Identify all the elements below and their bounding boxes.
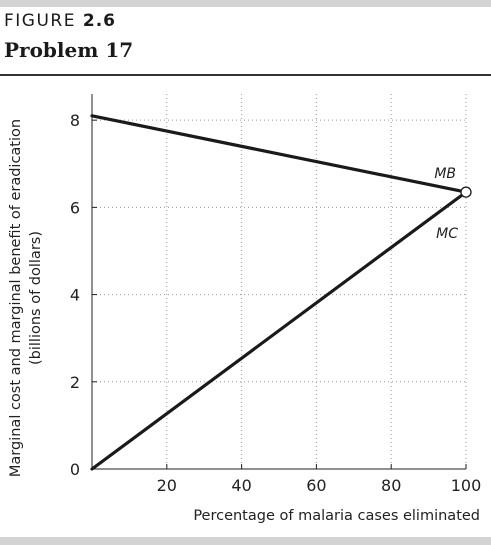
- series-labels: MB MC: [434, 166, 458, 242]
- figure-number: 2.6: [82, 11, 116, 31]
- x-tick-label-40: 40: [231, 476, 251, 495]
- series-lines: [90, 114, 472, 471]
- intersection-marker: [460, 186, 472, 198]
- figure-label-word: FIGURE: [4, 11, 76, 31]
- y-tick-label-4: 4: [70, 286, 80, 305]
- series-label-mc: MC: [436, 226, 458, 242]
- x-tick-label-80: 80: [381, 476, 401, 495]
- x-tick-label-20: 20: [157, 476, 177, 495]
- y-axis-label-line1: Marginal cost and marginal benefit of er…: [8, 119, 24, 477]
- x-axis-label: Percentage of malaria cases eliminated: [193, 508, 480, 524]
- figure-title: Problem 17: [4, 38, 134, 62]
- y-tick-label-2: 2: [70, 373, 80, 392]
- header-rule: [0, 74, 491, 76]
- x-tick-labels: 20 40 60 80 100: [157, 464, 482, 495]
- y-tick-label-0: 0: [70, 460, 80, 479]
- bottom-border-bar: [0, 537, 491, 545]
- series-line-mb: [90, 114, 468, 194]
- x-tick-label-100: 100: [451, 476, 482, 495]
- y-tick-label-8: 8: [70, 111, 80, 130]
- y-tick-label-6: 6: [70, 198, 80, 217]
- series-label-mb: MB: [434, 166, 456, 182]
- figure-label: FIGURE 2.6: [4, 11, 116, 31]
- grid-lines: [92, 94, 467, 469]
- x-tick-label-60: 60: [306, 476, 326, 495]
- series-line-mc: [90, 190, 468, 471]
- top-border-bar: [0, 0, 491, 7]
- y-tick-labels: 0 2 4 6 8: [70, 111, 97, 479]
- y-axis-label-line2: (billions of dollars): [28, 231, 44, 365]
